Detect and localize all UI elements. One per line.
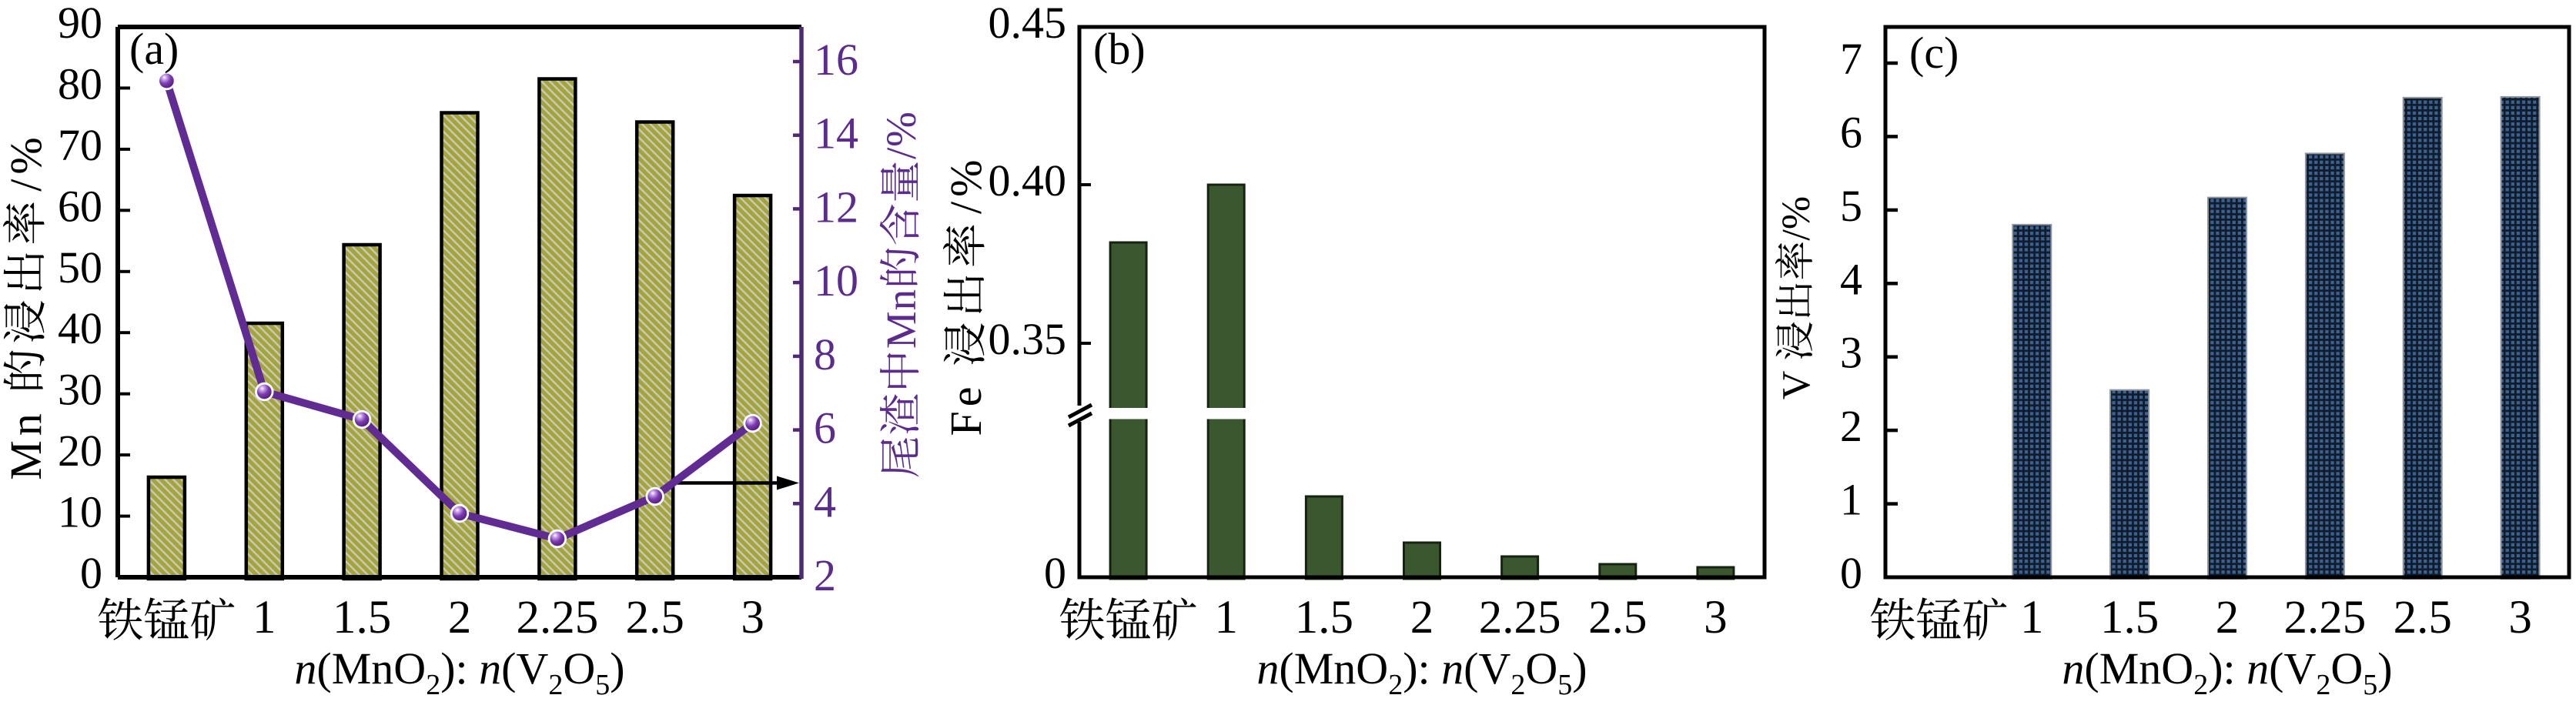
svg-text:90: 90	[58, 0, 102, 48]
svg-text:3: 3	[741, 592, 764, 643]
svg-text:2.5: 2.5	[2394, 592, 2452, 643]
svg-text:50: 50	[58, 242, 102, 292]
svg-text:1.5: 1.5	[1295, 592, 1353, 643]
svg-text:0: 0	[1840, 548, 1862, 598]
svg-text:/%: /%	[878, 111, 925, 159]
svg-text:20: 20	[58, 426, 102, 476]
svg-text:1.5: 1.5	[2100, 592, 2159, 643]
svg-text:/%: /%	[941, 155, 991, 214]
svg-text:(b): (b)	[1093, 24, 1146, 74]
svg-text:3: 3	[1704, 592, 1728, 643]
svg-text:16: 16	[814, 35, 858, 85]
svg-text:n(MnO2): n(V2O5): n(MnO2): n(V2O5)	[1256, 643, 1587, 701]
svg-text:2.5: 2.5	[626, 592, 684, 643]
svg-text:6: 6	[814, 403, 836, 453]
svg-text:/%: /%	[1, 132, 51, 191]
svg-text:4: 4	[814, 476, 836, 526]
svg-text:7: 7	[1840, 34, 1862, 84]
svg-text:n(MnO2): n(V2O5): n(MnO2): n(V2O5)	[2062, 643, 2392, 701]
svg-text:80: 80	[58, 58, 102, 109]
svg-text:n(MnO2): n(V2O5): n(MnO2): n(V2O5)	[294, 643, 624, 701]
svg-text:Mn: Mn	[878, 289, 925, 349]
svg-text:/%: /%	[1775, 196, 1818, 241]
svg-text:10: 10	[58, 487, 102, 537]
svg-text:1: 1	[2020, 592, 2044, 643]
svg-text:V: V	[1775, 371, 1818, 400]
svg-text:5: 5	[1840, 181, 1862, 231]
svg-text:2: 2	[814, 550, 836, 600]
svg-text:0.45: 0.45	[989, 0, 1067, 48]
svg-text:1: 1	[1214, 592, 1238, 643]
svg-text:2: 2	[2216, 592, 2240, 643]
svg-text:2.25: 2.25	[517, 592, 599, 643]
svg-text:6: 6	[1840, 107, 1862, 157]
svg-text:0.35: 0.35	[989, 314, 1067, 364]
svg-text:3: 3	[1840, 328, 1862, 378]
svg-text:2: 2	[448, 592, 472, 643]
svg-text:0.40: 0.40	[989, 155, 1067, 205]
svg-text:2.25: 2.25	[2284, 592, 2367, 643]
svg-text:8: 8	[814, 329, 836, 379]
svg-text:12: 12	[814, 182, 858, 232]
svg-text:1: 1	[1840, 475, 1862, 525]
svg-text:1: 1	[253, 592, 276, 643]
svg-text:2.5: 2.5	[1588, 592, 1647, 643]
svg-text:3: 3	[2508, 592, 2532, 643]
svg-text:10: 10	[814, 256, 858, 306]
svg-text:14: 14	[814, 109, 858, 159]
svg-text:2: 2	[1840, 401, 1862, 451]
svg-text:(c): (c)	[1909, 28, 1959, 78]
svg-text:Fe: Fe	[941, 383, 991, 436]
svg-text:70: 70	[58, 120, 102, 170]
svg-text:2.25: 2.25	[1479, 592, 1561, 643]
svg-text:40: 40	[58, 303, 102, 353]
svg-text:0: 0	[80, 548, 102, 598]
svg-text:60: 60	[58, 181, 102, 231]
svg-text:(a): (a)	[129, 24, 179, 74]
svg-text:2: 2	[1410, 592, 1434, 643]
svg-text:1.5: 1.5	[333, 592, 391, 643]
svg-text:Mn: Mn	[1, 409, 51, 480]
svg-text:30: 30	[58, 365, 102, 415]
svg-text:4: 4	[1840, 254, 1862, 304]
svg-text:0: 0	[1044, 548, 1066, 598]
